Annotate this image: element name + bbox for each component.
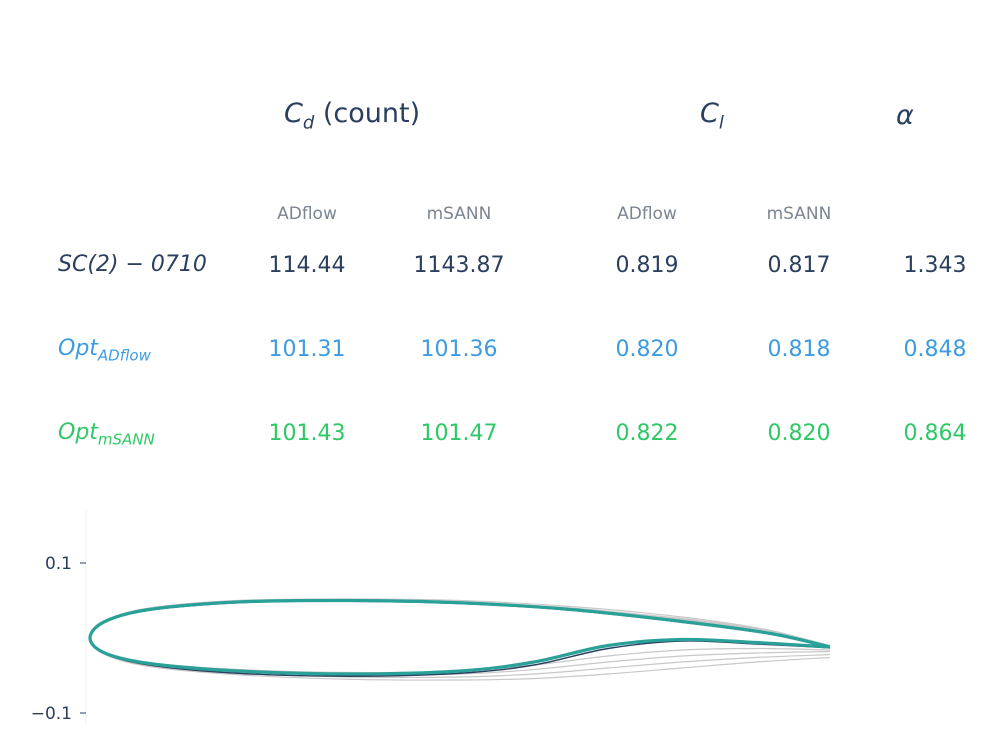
airfoil-outline-optimized-teal (88, 598, 831, 676)
y-axis: 0.1 −0.1 (31, 510, 87, 725)
airfoil-series (88, 598, 831, 681)
cell-optadflow-cl-msann: 0.818 (767, 337, 831, 362)
airfoil-outline-gray-2 (89, 599, 831, 676)
subheader-cd-msann: mSANN (426, 204, 492, 224)
header-alpha: α (896, 100, 914, 131)
airfoil-outline-gray-1 (89, 598, 831, 674)
y-tick-label-top: 0.1 (45, 554, 72, 574)
cell-optadflow-alpha: 0.848 (903, 337, 967, 362)
row-label-opt-msann-main: Opt (58, 420, 98, 445)
row-label-baseline-text: SC(2) − 0710 (58, 252, 207, 277)
subheader-cl-adflow: ADflow (617, 204, 677, 224)
cell-optmsann-alpha: 0.864 (903, 421, 967, 446)
cell-baseline-cl-msann: 0.817 (767, 253, 831, 278)
header-cd-symbol: C (284, 98, 303, 129)
row-label-opt-msann-sub: mSANN (97, 430, 155, 449)
header-cl-sub: l (718, 112, 724, 134)
cell-optadflow-cd-msann: 101.36 (420, 337, 498, 362)
row-label-opt-msann: OptmSANN (58, 420, 155, 448)
subheader-cl-msann: mSANN (766, 204, 832, 224)
row-label-opt-adflow: OptADflow (58, 336, 151, 364)
cell-optadflow-cl-adflow: 0.820 (615, 337, 679, 362)
cell-baseline-cl-adflow: 0.819 (615, 253, 679, 278)
header-cd: Cd (count) (284, 98, 420, 133)
row-label-baseline: SC(2) − 0710 (58, 252, 207, 277)
cell-optmsann-cl-msann: 0.820 (767, 421, 831, 446)
header-cl: Cl (700, 98, 724, 133)
cell-baseline-cd-msann: 1143.87 (413, 253, 505, 278)
header-cd-suffix: (count) (314, 98, 421, 129)
header-cl-symbol: C (700, 98, 719, 129)
row-label-opt-adflow-sub: ADflow (97, 346, 151, 365)
cell-optmsann-cd-msann: 101.47 (420, 421, 498, 446)
y-tick-label-bottom: −0.1 (31, 704, 72, 724)
subheader-cd-adflow: ADflow (277, 204, 337, 224)
cell-optadflow-cd-adflow: 101.31 (268, 337, 346, 362)
cell-baseline-cd-adflow: 114.44 (268, 253, 346, 278)
cell-optmsann-cd-adflow: 101.43 (268, 421, 346, 446)
row-label-opt-adflow-main: Opt (58, 336, 98, 361)
header-cd-sub: d (302, 112, 315, 134)
cell-optmsann-cl-adflow: 0.822 (615, 421, 679, 446)
cell-baseline-alpha: 1.343 (903, 253, 967, 278)
